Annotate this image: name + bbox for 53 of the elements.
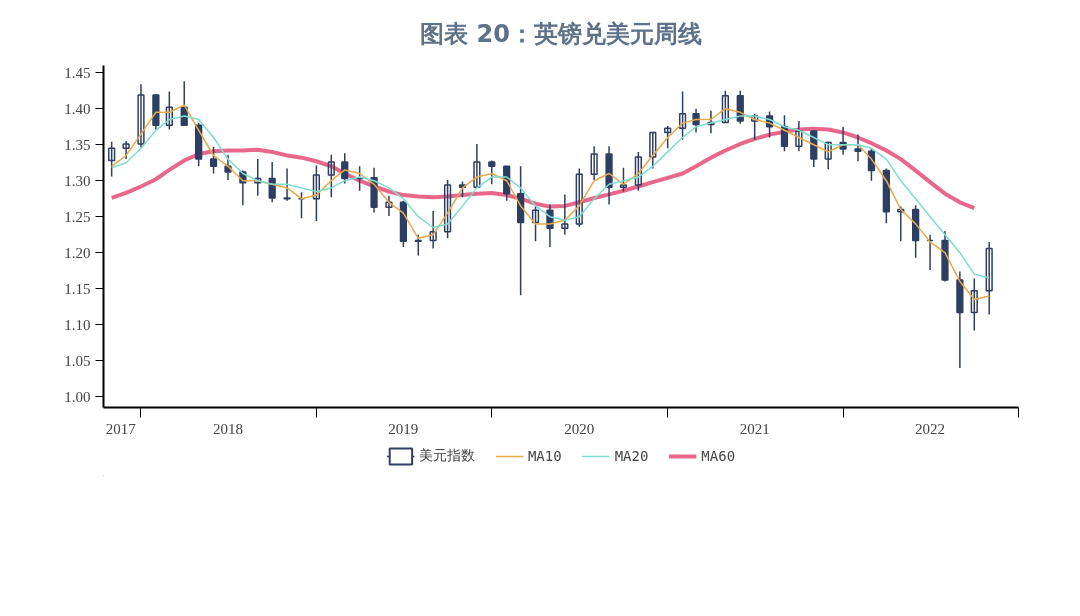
y-tick-label: 1.40 (64, 100, 91, 117)
y-tick-label: 1.35 (64, 136, 91, 153)
y-tick-label: 1.30 (64, 172, 91, 189)
x-tick-label: 2017 (105, 420, 137, 437)
x-tick-label: 2018 (212, 420, 243, 437)
legend-label: MA10 (527, 448, 562, 464)
candlestick (649, 130, 657, 170)
candlestick (619, 166, 628, 193)
candlestick (327, 154, 335, 199)
candlestick (385, 195, 393, 217)
candlestick (854, 133, 862, 163)
candlestick (751, 112, 759, 141)
legend-label: MA20 (614, 448, 649, 464)
y-tick-label: 1.10 (64, 316, 91, 333)
chart-title: 图表 20：英镑兑美元周线 (420, 20, 702, 48)
legend-label: 美元指数 (418, 447, 475, 465)
line-series (109, 126, 977, 211)
y-tick-label: 1.05 (64, 352, 91, 369)
candlestick (590, 145, 598, 181)
candlestick (137, 83, 145, 149)
candlestick (692, 107, 700, 134)
candlestick (985, 241, 993, 316)
x-tick-label: 2022 (915, 420, 946, 437)
y-tick-label: 1.15 (64, 280, 91, 297)
candlestick (165, 90, 173, 131)
candlestick (795, 120, 803, 152)
candlestick (970, 277, 978, 332)
x-tick-label: 2019 (388, 420, 419, 437)
y-tick-label: 1.00 (64, 388, 91, 405)
x-tick-label: 2020 (564, 420, 595, 437)
candlestick (634, 151, 642, 192)
candlestick (268, 161, 276, 204)
candlestick (283, 167, 291, 202)
candlestick (122, 140, 130, 160)
candlestick (254, 158, 262, 197)
y-tick-label: 1.45 (64, 64, 91, 81)
candlestick (678, 90, 687, 141)
y-tick-label: 1.20 (64, 244, 91, 261)
candlestick (209, 146, 218, 175)
candlestick (531, 205, 540, 242)
candlestick (429, 210, 437, 250)
candlestick (443, 179, 452, 240)
candlestick (824, 141, 832, 170)
candlestick (473, 143, 481, 189)
candlestick (664, 125, 672, 150)
y-tick-label: 1.25 (64, 208, 91, 225)
x-tick-label: 2021 (739, 420, 770, 437)
candlestick (721, 89, 729, 124)
candlestick (312, 164, 321, 222)
candlestick (561, 193, 569, 236)
candlestick (575, 167, 583, 228)
candlestick (108, 141, 116, 178)
legend-label: MA60 (701, 448, 736, 464)
